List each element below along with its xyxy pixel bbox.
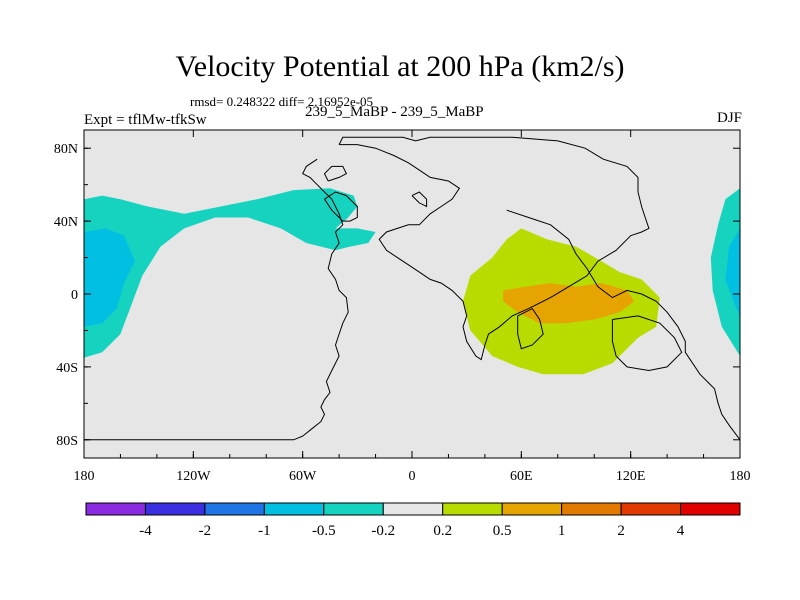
colorbar-box (205, 503, 264, 515)
map-chart: 180 120W 60W 0 60E 120E 18080N40N040S80S -4 -2-… (0, 0, 800, 600)
colorbar-box (443, 503, 502, 515)
x-tick-label: 120E (616, 469, 646, 484)
colorbar-box (264, 503, 323, 515)
colorbar-label: -2 (199, 523, 212, 539)
colorbar-label: -0.2 (371, 523, 395, 539)
colorbar-label: 2 (617, 523, 625, 539)
x-tick-label: 120W (176, 469, 211, 484)
y-tick-label: 40S (56, 361, 78, 376)
colorbar-label: -4 (139, 523, 152, 539)
colorbar: -4 -2 -1 -0.5 -0.2 0.2 0.5 1 2 4 (86, 503, 740, 539)
x-tick-label: 180 (730, 469, 751, 484)
x-tick-label: 60W (289, 469, 317, 484)
colorbar-label: -1 (258, 523, 271, 539)
colorbar-label: 1 (558, 523, 566, 539)
colorbar-label: -0.5 (312, 523, 336, 539)
colorbar-box (502, 503, 561, 515)
colorbar-box (383, 503, 442, 515)
colorbar-label: 0.5 (493, 523, 512, 539)
colorbar-box (145, 503, 204, 515)
colorbar-box (86, 503, 145, 515)
y-tick-label: 80N (54, 142, 78, 157)
y-tick-label: 80S (56, 434, 78, 449)
x-tick-label: 180 (74, 469, 95, 484)
colorbar-label: 0.2 (433, 523, 452, 539)
x-tick-label: 60E (510, 469, 533, 484)
colorbar-label: 4 (677, 523, 685, 539)
y-tick-label: 40N (54, 215, 78, 230)
y-tick-label: 0 (71, 288, 78, 303)
colorbar-box (324, 503, 383, 515)
x-tick-label: 0 (409, 469, 416, 484)
colorbar-box (621, 503, 680, 515)
colorbar-box (562, 503, 621, 515)
colorbar-box (681, 503, 740, 515)
